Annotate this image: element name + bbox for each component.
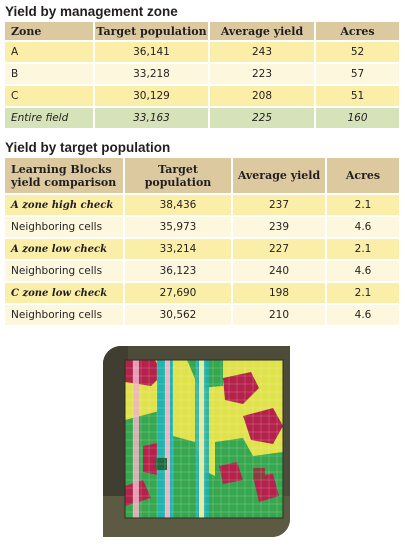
table-cell: 33,163 xyxy=(95,108,210,130)
table-cell: 2.1 xyxy=(327,239,399,261)
table-row: C 30,129 208 51 xyxy=(5,86,399,108)
table-cell: 208 xyxy=(210,86,316,108)
column-header: Average yield xyxy=(233,158,327,195)
management-zone-table: Zone Target population Average yield Acr… xyxy=(5,22,399,130)
table-cell: 223 xyxy=(210,64,316,86)
table-cell: 2.1 xyxy=(327,283,399,305)
table-cell: A zone high check xyxy=(5,195,125,217)
table-cell: C zone low check xyxy=(5,283,125,305)
table-cell: 57 xyxy=(316,64,399,86)
table-cell: 36,123 xyxy=(125,261,233,283)
table-cell: 227 xyxy=(233,239,327,261)
table-cell: 240 xyxy=(233,261,327,283)
table-cell: C xyxy=(5,86,95,108)
table-row: A zone high check 38,436 237 2.1 xyxy=(5,195,399,217)
table-cell: 38,436 xyxy=(125,195,233,217)
table-cell: Neighboring cells xyxy=(5,261,125,283)
table-cell: 35,973 xyxy=(125,217,233,239)
table-row-total: Entire field 33,163 225 160 xyxy=(5,108,399,130)
table-cell: 33,214 xyxy=(125,239,233,261)
table-cell: 243 xyxy=(210,42,316,64)
table-cell: 52 xyxy=(316,42,399,64)
column-header: Average yield xyxy=(210,22,316,42)
field-map-graphic xyxy=(103,346,290,537)
table-row: Neighboring cells 35,973 239 4.6 xyxy=(5,217,399,239)
section-title-target-population: Yield by target population xyxy=(5,140,171,155)
table-cell: A xyxy=(5,42,95,64)
table-cell: 4.6 xyxy=(327,217,399,239)
section-title-management-zone: Yield by management zone xyxy=(5,4,178,19)
column-header: Acres xyxy=(327,158,399,195)
field-map-image xyxy=(103,346,290,537)
table-cell: 160 xyxy=(316,108,399,130)
table-cell: 210 xyxy=(233,305,327,327)
table-cell: Neighboring cells xyxy=(5,217,125,239)
table-cell: 2.1 xyxy=(327,195,399,217)
table-cell: Neighboring cells xyxy=(5,305,125,327)
table-row: Neighboring cells 30,562 210 4.6 xyxy=(5,305,399,327)
table-row: Neighboring cells 36,123 240 4.6 xyxy=(5,261,399,283)
column-header: Zone xyxy=(5,22,95,42)
table-cell: Entire field xyxy=(5,108,95,130)
table-cell: 51 xyxy=(316,86,399,108)
table-header-row: Learning Blocks yield comparison Target … xyxy=(5,158,399,195)
table-cell: 4.6 xyxy=(327,305,399,327)
table-row: A zone low check 33,214 227 2.1 xyxy=(5,239,399,261)
table-header-row: Zone Target population Average yield Acr… xyxy=(5,22,399,42)
table-cell: 36,141 xyxy=(95,42,210,64)
table-cell: A zone low check xyxy=(5,239,125,261)
column-header: Learning Blocks yield comparison xyxy=(5,158,125,195)
table-cell: 30,562 xyxy=(125,305,233,327)
table-cell: B xyxy=(5,64,95,86)
table-row: B 33,218 223 57 xyxy=(5,64,399,86)
table-row: C zone low check 27,690 198 2.1 xyxy=(5,283,399,305)
table-cell: 27,690 xyxy=(125,283,233,305)
table-cell: 198 xyxy=(233,283,327,305)
table-cell: 225 xyxy=(210,108,316,130)
table-cell: 30,129 xyxy=(95,86,210,108)
target-population-table: Learning Blocks yield comparison Target … xyxy=(5,158,399,327)
table-row: A 36,141 243 52 xyxy=(5,42,399,64)
column-header: Acres xyxy=(316,22,399,42)
column-header: Target population xyxy=(95,22,210,42)
table-cell: 33,218 xyxy=(95,64,210,86)
table-cell: 237 xyxy=(233,195,327,217)
table-cell: 4.6 xyxy=(327,261,399,283)
column-header: Target population xyxy=(125,158,233,195)
table-cell: 239 xyxy=(233,217,327,239)
